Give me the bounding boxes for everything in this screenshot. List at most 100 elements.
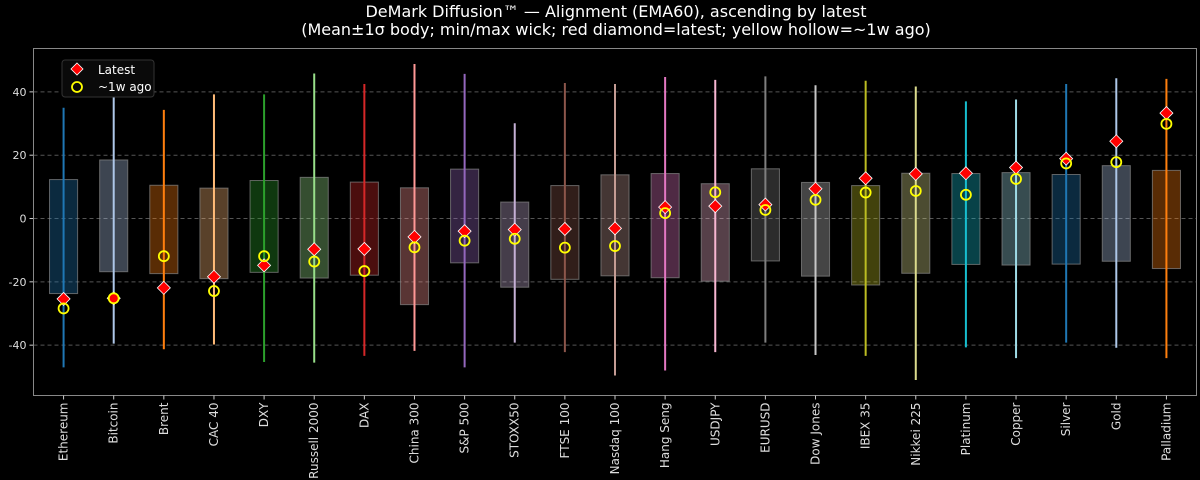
week-ago-marker [458, 234, 471, 247]
week-ago-marker [809, 193, 822, 206]
y-tick-label: 20 [13, 149, 27, 162]
week-ago-marker [558, 241, 571, 254]
latest-marker [56, 291, 71, 307]
x-tick-label: Dow Jones [809, 403, 823, 465]
series-item [199, 94, 229, 345]
week-ago-marker [157, 250, 170, 263]
series-item [851, 80, 881, 356]
week-ago-marker [358, 265, 371, 277]
week-ago-marker [258, 250, 270, 263]
x-tick-label: Platinum [959, 403, 973, 456]
latest-marker [357, 241, 372, 256]
x-tick-label: Nikkei 225 [909, 403, 923, 466]
week-ago-marker [508, 232, 521, 245]
series-item [550, 83, 580, 353]
series-item [1051, 83, 1081, 343]
y-tick-label: -40 [9, 339, 27, 352]
series-item [149, 109, 179, 350]
series-item [399, 64, 430, 351]
week-ago-marker [659, 207, 672, 220]
week-ago-marker [107, 292, 120, 305]
week-ago-marker [57, 302, 70, 315]
series-item [500, 123, 530, 343]
y-tick-label: -20 [9, 276, 27, 289]
x-tick-label: EURUSD [758, 403, 772, 453]
series-item [249, 94, 279, 362]
x-tick-label: Brent [157, 402, 171, 435]
x-tick-label: Gold [1109, 403, 1123, 431]
series-item [750, 76, 780, 343]
x-tick-label: Hang Seng [658, 403, 672, 469]
x-tick-label: DXY [257, 402, 271, 427]
week-ago-marker [960, 188, 972, 201]
series-item [700, 79, 730, 353]
x-tick-label: Bitcoin [107, 403, 121, 444]
latest-marker [257, 258, 272, 273]
latest-marker [156, 280, 171, 295]
latest-marker [1109, 134, 1124, 149]
latest-marker [457, 224, 472, 239]
x-tick-label: S&P 500 [458, 403, 472, 454]
x-tick-label: Palladium [1159, 403, 1173, 461]
latest-marker [1008, 160, 1024, 175]
week-ago-marker [1160, 117, 1173, 130]
x-tick-label: Russell 2000 [307, 403, 321, 479]
latest-marker [958, 166, 973, 181]
x-tick-label: IBEX 35 [859, 403, 873, 450]
series-item [1151, 78, 1181, 359]
y-axis: -40 -20 0 20 40 [9, 86, 34, 352]
x-tick-label: CAC 40 [207, 403, 221, 447]
legend-week-ago-circle-icon [71, 81, 83, 93]
week-ago-marker [759, 204, 772, 216]
series-item [951, 101, 981, 348]
legend-frame [61, 59, 155, 98]
y-tick-label: 40 [13, 86, 27, 99]
series-item [901, 86, 931, 380]
x-tick-label: USDJPY [708, 402, 722, 446]
week-ago-marker [859, 186, 872, 199]
series-item [800, 85, 831, 355]
legend-week-ago-label: ~1w ago [98, 80, 152, 94]
series-item [1001, 99, 1031, 359]
x-axis: Ethereum Bitcoin Brent CAC 40 DXY Russell 200… [57, 395, 1173, 479]
week-ago-marker [1060, 157, 1073, 170]
x-tick-label: Ethereum [57, 403, 71, 462]
series-item [99, 68, 129, 344]
series-item [450, 73, 480, 368]
series-item [650, 76, 680, 371]
latest-marker [1159, 106, 1174, 121]
series-item [299, 73, 329, 363]
week-ago-marker [208, 285, 220, 297]
x-tick-label: Silver [1059, 402, 1073, 436]
chart-title: DeMark Diffusion™ — Alignment (EMA60), a… [365, 2, 866, 21]
legend-latest-label: Latest [98, 63, 135, 77]
series-item [49, 107, 79, 368]
week-ago-marker [1010, 173, 1022, 185]
x-tick-label: Nasdaq 100 [608, 403, 622, 475]
week-ago-marker [709, 186, 722, 199]
plot-marks [49, 64, 1181, 380]
y-tick-label: 0 [20, 213, 27, 226]
latest-marker [507, 222, 522, 237]
latest-marker [557, 221, 572, 237]
week-ago-marker [909, 185, 922, 197]
series-item [600, 83, 630, 376]
x-tick-label: DAX [357, 403, 371, 428]
latest-marker [206, 269, 222, 284]
latest-marker [407, 229, 422, 244]
x-tick-label: Copper [1009, 402, 1023, 445]
series-item [1101, 78, 1131, 348]
week-ago-marker [408, 241, 421, 254]
x-tick-label: FTSE 100 [558, 403, 572, 459]
latest-marker [908, 166, 923, 181]
latest-marker [607, 221, 623, 236]
x-tick-label: STOXX50 [508, 403, 522, 458]
series-item [349, 83, 379, 356]
x-tick-label: China 300 [407, 403, 421, 464]
latest-marker [658, 200, 673, 215]
latest-marker [858, 171, 873, 186]
week-ago-marker [609, 240, 621, 252]
legend: Latest ~1w ago [61, 59, 155, 98]
latest-marker [708, 199, 723, 214]
